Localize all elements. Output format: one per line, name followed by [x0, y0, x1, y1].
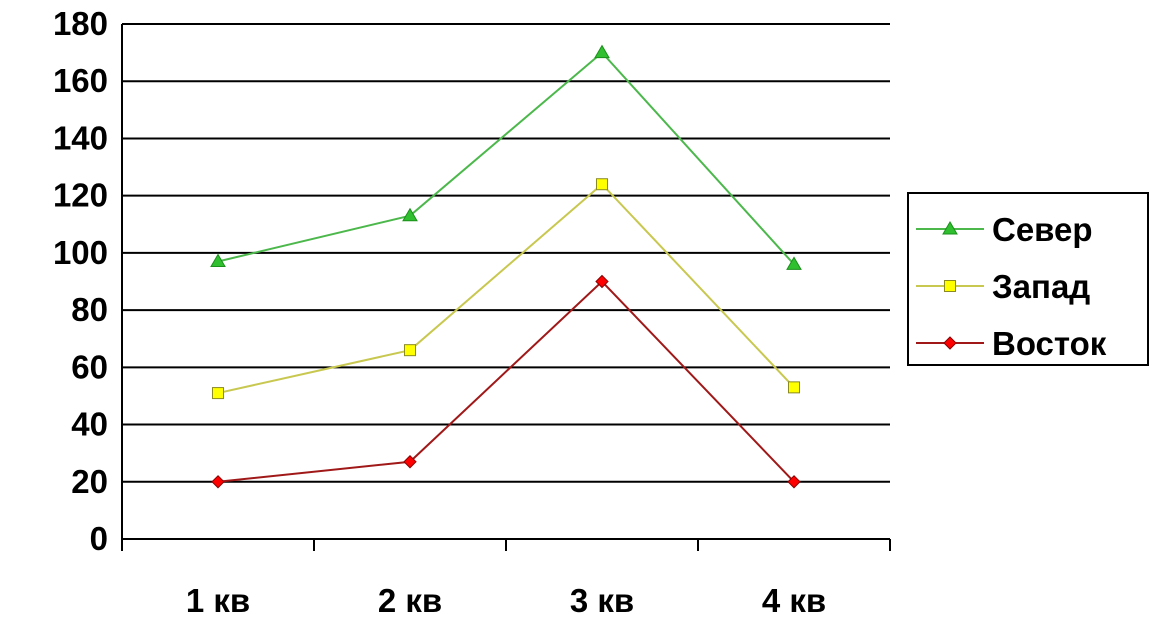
data-point	[594, 44, 610, 59]
y-tick-label: 120	[53, 177, 108, 214]
x-tick-label: 3 кв	[570, 582, 634, 619]
y-tick-labels: 0 20 40 60 80 100 120 140 160 180	[53, 5, 108, 557]
y-tick-label: 140	[53, 119, 108, 156]
gridlines	[122, 23, 890, 483]
y-tick-label: 40	[71, 406, 108, 443]
data-point	[210, 253, 226, 267]
legend-label: Запад	[992, 268, 1090, 305]
series-line	[217, 280, 795, 483]
series-line	[217, 182, 795, 395]
series-lines	[210, 44, 802, 489]
data-point	[787, 475, 801, 489]
legend-label: Север	[992, 211, 1093, 248]
legend-marker	[944, 280, 956, 292]
series-line	[217, 51, 795, 266]
data-point	[403, 455, 417, 469]
y-tick-label: 0	[90, 520, 108, 557]
y-tick-label: 180	[53, 5, 108, 42]
data-point	[596, 178, 608, 191]
legend-marker	[943, 336, 957, 350]
data-point	[788, 381, 800, 394]
x-tick-label: 1 кв	[186, 582, 250, 619]
data-point	[402, 207, 418, 222]
axes	[121, 24, 891, 551]
data-point	[595, 274, 609, 289]
y-tick-label: 80	[71, 291, 108, 328]
data-point	[212, 387, 224, 400]
legend: Север Запад Восток	[907, 192, 1149, 366]
y-tick-label: 20	[71, 463, 108, 500]
x-tick-label: 2 кв	[378, 582, 442, 619]
x-tick-labels: 1 кв 2 кв 3 кв 4 кв	[186, 582, 826, 619]
y-tick-label: 60	[71, 348, 108, 385]
legend-box	[907, 192, 1149, 366]
x-tick-label: 4 кв	[762, 582, 826, 619]
data-point	[211, 475, 225, 489]
y-tick-label: 100	[53, 234, 108, 271]
legend-marker	[942, 221, 958, 235]
data-point	[404, 344, 416, 357]
y-tick-label: 160	[53, 62, 108, 99]
data-point	[786, 256, 802, 270]
legend-label: Восток	[992, 325, 1107, 362]
